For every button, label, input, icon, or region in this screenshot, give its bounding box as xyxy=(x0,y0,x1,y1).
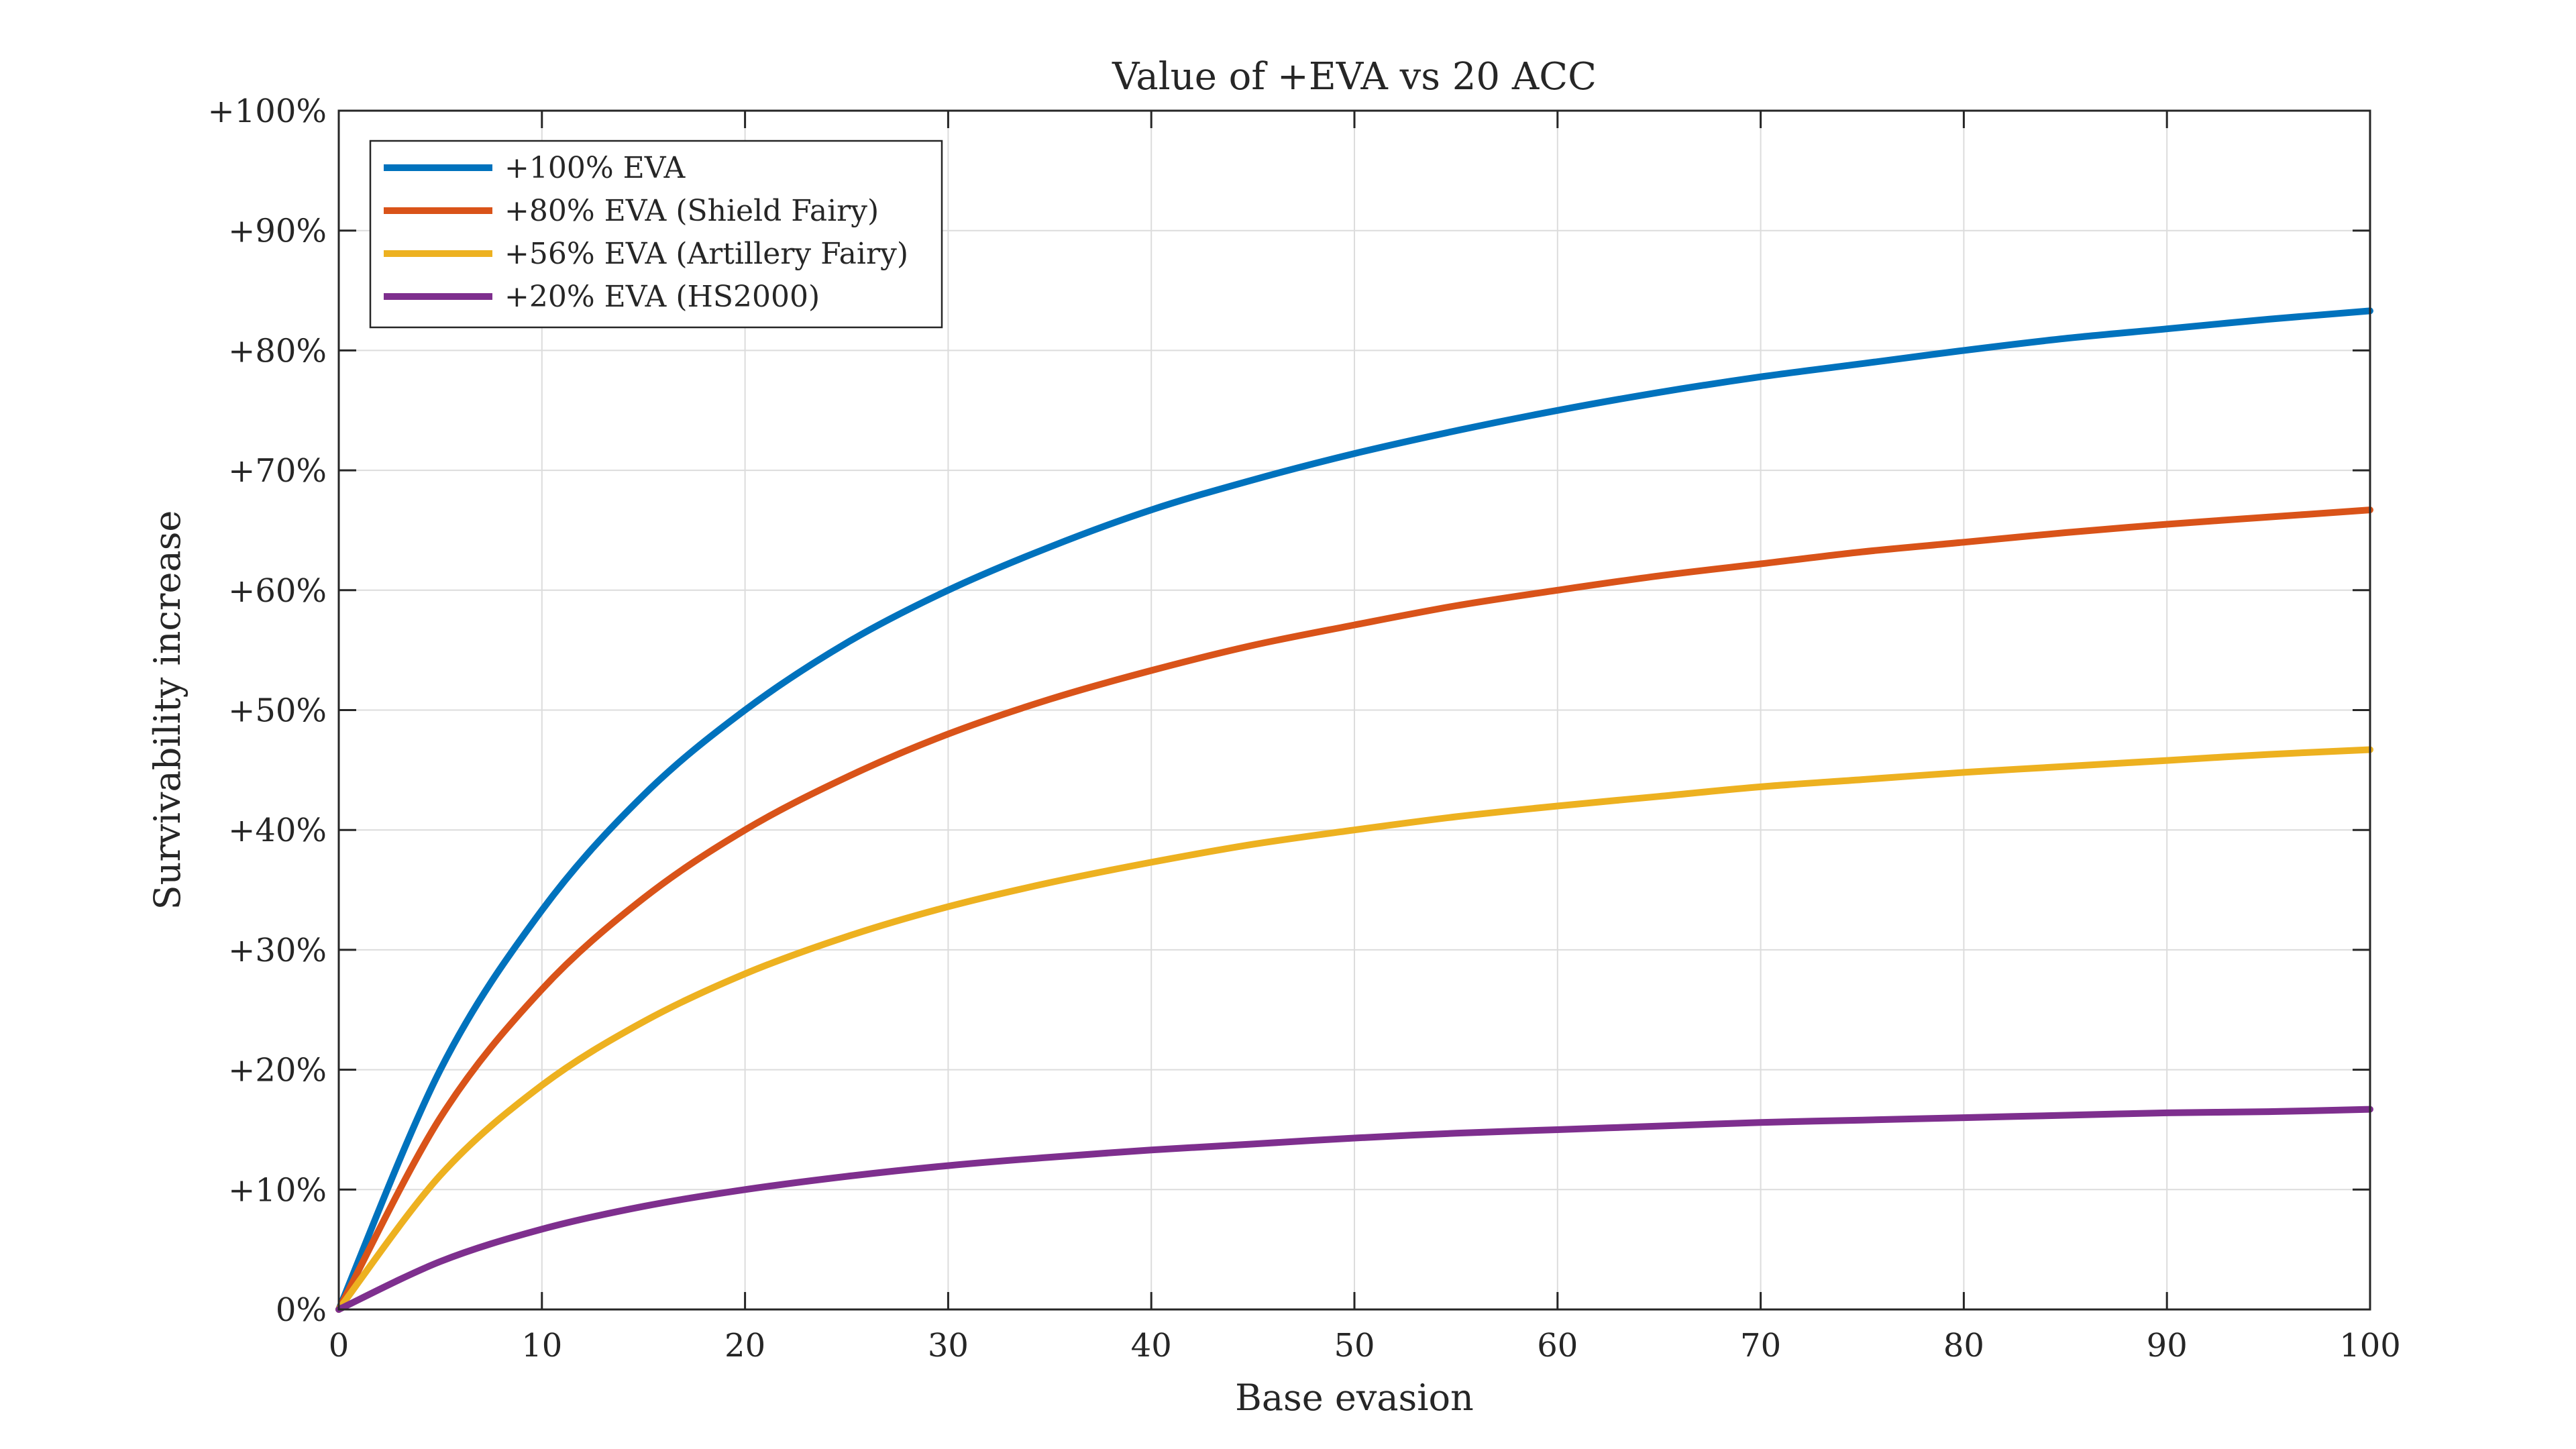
y-tick-label: +60% xyxy=(228,572,327,610)
y-tick-label: +10% xyxy=(228,1171,327,1209)
series-line-4 xyxy=(335,1106,2373,1313)
x-tick-label: 30 xyxy=(928,1327,969,1364)
x-tick-label: 10 xyxy=(521,1327,562,1364)
series-line-2 xyxy=(335,506,2373,1313)
y-tick-label: 0% xyxy=(276,1291,327,1329)
x-tick-label: 50 xyxy=(1334,1327,1375,1364)
x-tick-label: 0 xyxy=(329,1327,350,1364)
legend-label: +100% EVA xyxy=(504,151,686,185)
x-tick-label: 90 xyxy=(2147,1327,2188,1364)
series-line-1 xyxy=(335,307,2373,1313)
legend-entry: +20% EVA (HS2000) xyxy=(384,280,820,314)
y-tick-label: +20% xyxy=(228,1052,327,1089)
grid xyxy=(339,111,2370,1309)
x-tick-label: 80 xyxy=(1943,1327,1984,1364)
y-axis-title: Survivability increase xyxy=(146,511,189,910)
chart-title: Value of +EVA vs 20 ACC xyxy=(1112,55,1597,99)
y-tick-label: +30% xyxy=(228,932,327,969)
x-tick-label: 60 xyxy=(1537,1327,1578,1364)
x-axis-tick-labels: 0 10 20 30 40 50 60 70 80 90 100 xyxy=(329,1327,2401,1364)
tick-marks xyxy=(337,109,2371,1311)
legend-label: +56% EVA (Artillery Fairy) xyxy=(504,237,908,271)
x-tick-label: 40 xyxy=(1131,1327,1172,1364)
x-tick-label: 70 xyxy=(1740,1327,1781,1364)
legend-label: +20% EVA (HS2000) xyxy=(504,280,820,314)
y-tick-label: +50% xyxy=(228,692,327,730)
y-tick-label: +40% xyxy=(228,812,327,849)
series-lines xyxy=(335,307,2373,1313)
legend: +100% EVA +80% EVA (Shield Fairy) +56% EVA… xyxy=(369,140,943,329)
x-tick-label: 100 xyxy=(2339,1327,2401,1364)
legend-entry: +80% EVA (Shield Fairy) xyxy=(384,194,879,228)
legend-label: +80% EVA (Shield Fairy) xyxy=(504,194,879,228)
y-tick-label: +90% xyxy=(228,213,327,250)
series-line-3 xyxy=(335,746,2373,1313)
y-tick-label: +100% xyxy=(208,93,327,130)
y-axis-tick-labels: 0% +10% +20% +30% +40% +50% +60% +70% +80% +90% +1… xyxy=(208,93,327,1329)
x-axis-title: Base evasion xyxy=(1235,1377,1474,1419)
legend-entry: +56% EVA (Artillery Fairy) xyxy=(384,237,908,271)
x-tick-label: 20 xyxy=(724,1327,765,1364)
y-tick-label: +70% xyxy=(228,452,327,490)
legend-entry: +100% EVA xyxy=(384,151,686,185)
y-tick-label: +80% xyxy=(228,332,327,370)
